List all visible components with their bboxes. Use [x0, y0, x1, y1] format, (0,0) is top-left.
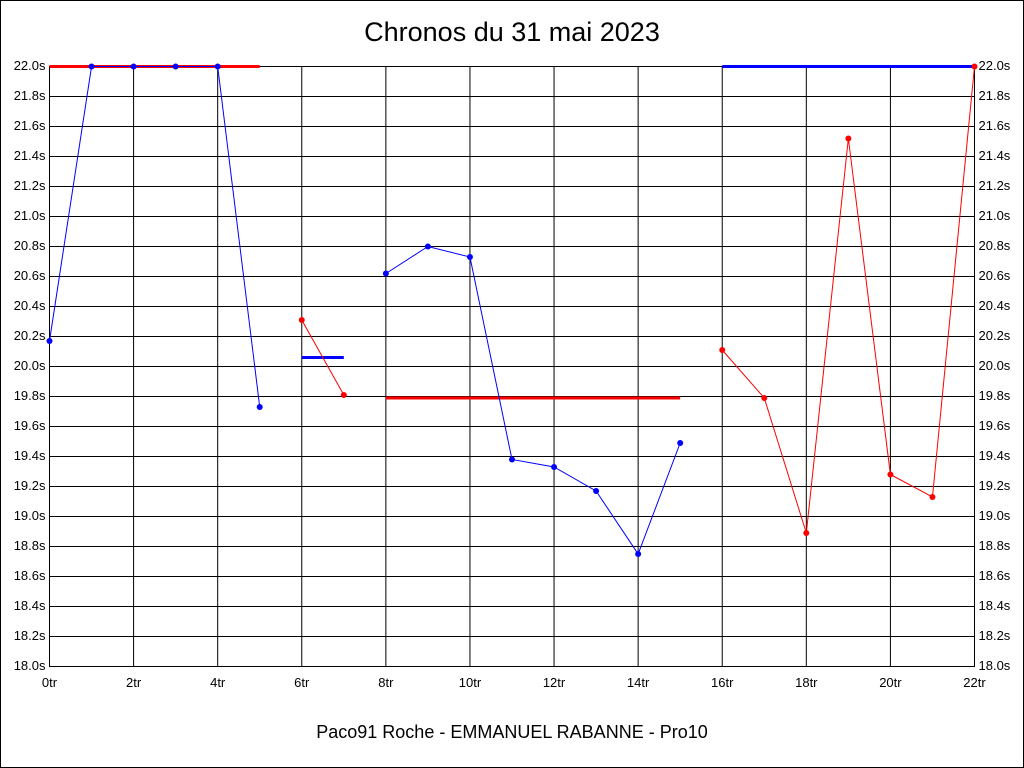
data-point — [382, 270, 389, 277]
x-tick-label: 12tr — [543, 675, 566, 690]
y-tick-label: 18.8s — [14, 538, 46, 553]
data-point — [761, 395, 768, 401]
data-point — [635, 551, 642, 557]
y-tick-label: 18.6s — [14, 568, 46, 583]
data-point — [214, 63, 221, 70]
x-tick-label: 14tr — [627, 675, 650, 690]
y2-tick-label: 21.2s — [979, 178, 1011, 193]
data-point — [887, 471, 894, 478]
data-point — [340, 392, 347, 398]
y2-tick-label: 20.0s — [979, 358, 1011, 373]
y2-tick-label: 21.6s — [979, 118, 1011, 133]
data-point — [88, 63, 95, 70]
data-point — [130, 63, 137, 70]
y-tick-label: 19.2s — [14, 478, 46, 493]
y2-tick-label: 20.6s — [979, 268, 1011, 283]
data-point — [971, 63, 978, 70]
chart-title: Chronos du 31 mai 2023 — [364, 17, 660, 47]
y-tick-label: 21.8s — [14, 88, 46, 103]
y-tick-label: 22.0s — [14, 58, 46, 73]
x-tick-label: 16tr — [711, 675, 734, 690]
y-tick-label: 21.4s — [14, 148, 46, 163]
data-point — [509, 456, 515, 463]
y-tick-label: 18.0s — [14, 658, 46, 673]
y2-tick-label: 20.4s — [979, 298, 1011, 313]
y2-tick-label: 20.8s — [979, 238, 1011, 253]
y2-tick-label: 20.2s — [979, 328, 1011, 343]
y-tick-label: 20.2s — [14, 328, 46, 343]
x-tick-label: 8tr — [378, 675, 394, 690]
x-tick-label: 22tr — [963, 675, 986, 690]
data-point — [719, 347, 726, 353]
data-point — [551, 464, 558, 470]
y2-tick-label: 18.8s — [979, 538, 1011, 553]
data-point — [298, 317, 305, 323]
y2-tick-label: 21.8s — [979, 88, 1011, 103]
y-tick-label: 19.4s — [14, 448, 46, 463]
y2-tick-label: 19.8s — [979, 388, 1011, 403]
y-tick-label: 19.6s — [14, 418, 46, 433]
y-tick-label: 21.6s — [14, 118, 46, 133]
data-point — [677, 440, 684, 446]
y2-tick-label: 19.6s — [979, 418, 1011, 433]
data-point — [424, 243, 431, 250]
y-tick-label: 21.2s — [14, 178, 46, 193]
y2-tick-label: 19.0s — [979, 508, 1011, 523]
x-tick-label: 18tr — [795, 675, 818, 690]
y2-tick-label: 18.6s — [979, 568, 1011, 583]
y2-tick-label: 18.2s — [979, 628, 1011, 643]
y-tick-label: 20.8s — [14, 238, 46, 253]
x-tick-label: 6tr — [294, 675, 310, 690]
y-tick-label: 18.2s — [14, 628, 46, 643]
data-point — [929, 494, 936, 500]
data-point — [845, 135, 852, 142]
series-line — [49, 66, 681, 556]
data-point — [256, 404, 263, 410]
y-tick-label: 19.8s — [14, 388, 46, 403]
x-tick-label: 20tr — [879, 675, 902, 690]
y2-tick-label: 21.0s — [979, 208, 1011, 223]
y-tick-label: 20.4s — [14, 298, 46, 313]
y2-tick-label: 18.4s — [979, 598, 1011, 613]
data-point — [172, 63, 179, 70]
y2-tick-label: 21.4s — [979, 148, 1011, 163]
data-point — [803, 530, 810, 536]
y2-tick-label: 19.4s — [979, 448, 1011, 463]
y-tick-label: 20.6s — [14, 268, 46, 283]
data-point — [466, 254, 473, 260]
y-tick-label: 20.0s — [14, 358, 46, 373]
y-tick-label: 19.0s — [14, 508, 46, 523]
y2-tick-label: 18.0s — [979, 658, 1011, 673]
y-tick-label: 21.0s — [14, 208, 46, 223]
x-tick-label: 2tr — [126, 675, 142, 690]
y2-tick-label: 22.0s — [979, 58, 1011, 73]
x-tick-label: 10tr — [459, 675, 482, 690]
x-tick-label: 0tr — [42, 675, 58, 690]
data-point — [593, 488, 600, 494]
y-tick-label: 18.4s — [14, 598, 46, 613]
data-point — [46, 338, 53, 344]
x-axis-label: Paco91 Roche - EMMANUEL RABANNE - Pro10 — [316, 722, 707, 742]
x-tick-label: 4tr — [210, 675, 226, 690]
y2-tick-label: 19.2s — [979, 478, 1011, 493]
